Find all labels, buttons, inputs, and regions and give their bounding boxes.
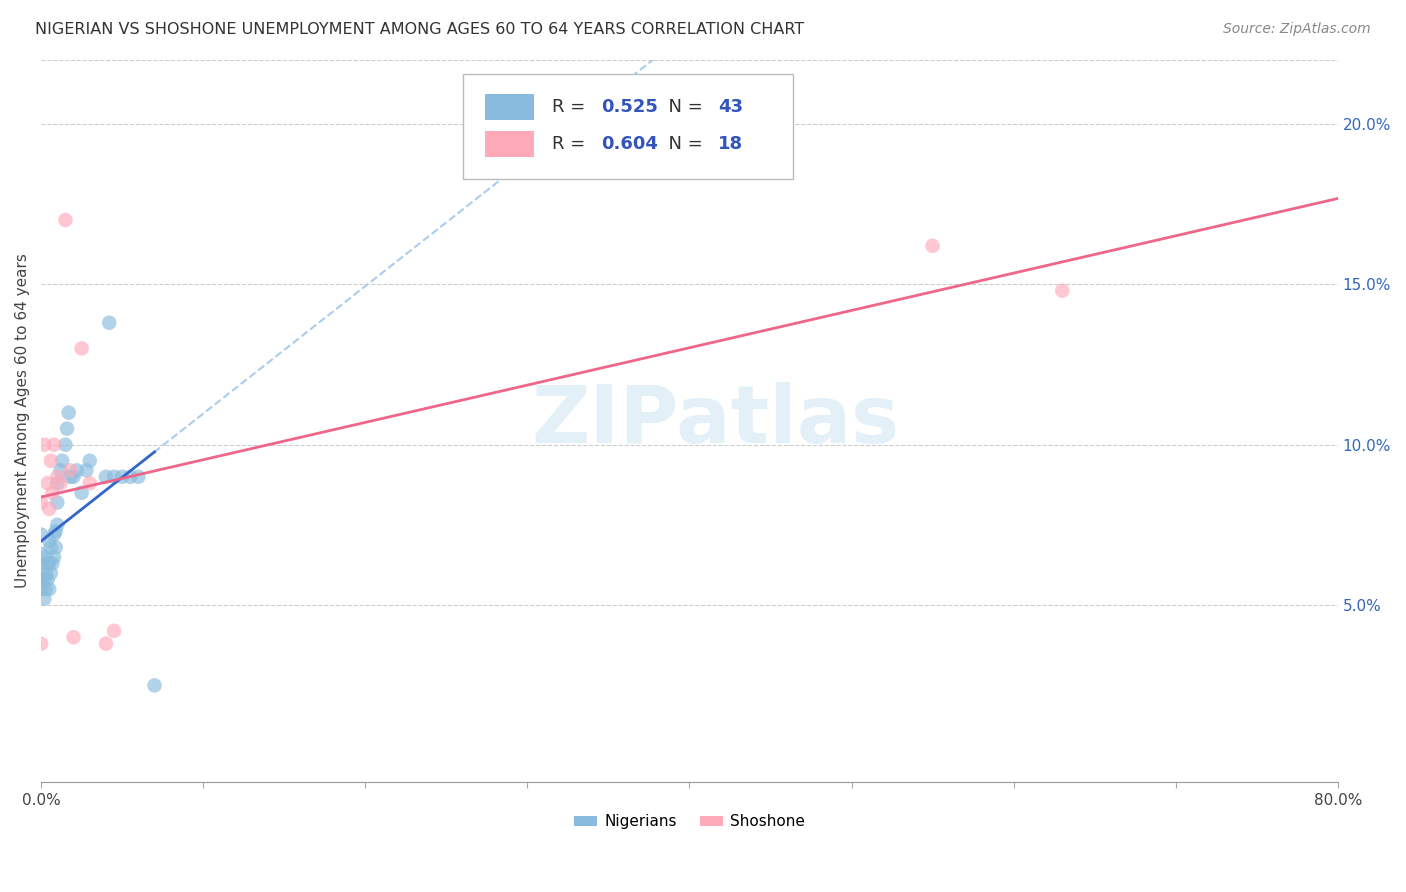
Text: ZIPatlas: ZIPatlas xyxy=(531,382,900,459)
Text: NIGERIAN VS SHOSHONE UNEMPLOYMENT AMONG AGES 60 TO 64 YEARS CORRELATION CHART: NIGERIAN VS SHOSHONE UNEMPLOYMENT AMONG … xyxy=(35,22,804,37)
Point xyxy=(41,486,63,500)
Point xyxy=(921,238,943,252)
Legend: Nigerians, Shoshone: Nigerians, Shoshone xyxy=(568,808,811,836)
Text: R =: R = xyxy=(553,97,591,116)
Point xyxy=(30,637,52,651)
Point xyxy=(127,470,149,484)
Point xyxy=(103,470,125,484)
FancyBboxPatch shape xyxy=(485,94,534,120)
Point xyxy=(55,213,77,227)
Point xyxy=(30,547,52,561)
Text: N =: N = xyxy=(657,97,709,116)
Text: R =: R = xyxy=(553,135,591,153)
Point xyxy=(38,501,60,516)
Point xyxy=(59,463,82,477)
Point xyxy=(66,463,89,477)
Point xyxy=(37,476,59,491)
Point xyxy=(30,573,52,587)
Point xyxy=(1050,284,1073,298)
Point xyxy=(45,541,67,555)
Point xyxy=(111,470,134,484)
Point xyxy=(42,438,65,452)
FancyBboxPatch shape xyxy=(485,131,534,157)
Point xyxy=(37,573,59,587)
Y-axis label: Unemployment Among Ages 60 to 64 years: Unemployment Among Ages 60 to 64 years xyxy=(15,253,30,588)
Point xyxy=(39,454,62,468)
Point xyxy=(51,454,73,468)
Point xyxy=(46,476,69,491)
Point xyxy=(70,486,93,500)
Point xyxy=(30,582,52,596)
Point xyxy=(45,524,67,539)
Point xyxy=(35,582,58,596)
Point xyxy=(46,470,69,484)
Point xyxy=(38,582,60,596)
Text: 43: 43 xyxy=(718,97,742,116)
Point xyxy=(49,476,72,491)
Point xyxy=(76,463,98,477)
Point xyxy=(70,342,93,356)
Point xyxy=(58,406,80,420)
Point xyxy=(46,495,69,509)
Point xyxy=(38,557,60,571)
Point xyxy=(98,316,121,330)
Point xyxy=(37,557,59,571)
Point xyxy=(30,495,52,509)
Point xyxy=(59,470,82,484)
Point xyxy=(94,470,117,484)
Point xyxy=(30,527,52,541)
Point xyxy=(55,438,77,452)
Text: 0.525: 0.525 xyxy=(602,97,658,116)
Point xyxy=(42,527,65,541)
Point xyxy=(39,541,62,555)
Point xyxy=(46,517,69,532)
Text: Source: ZipAtlas.com: Source: ZipAtlas.com xyxy=(1223,22,1371,37)
Point xyxy=(56,422,79,436)
FancyBboxPatch shape xyxy=(463,74,793,178)
Text: 18: 18 xyxy=(718,135,744,153)
Point xyxy=(38,533,60,548)
Point xyxy=(143,678,166,692)
Point xyxy=(39,566,62,580)
Point xyxy=(34,591,56,606)
Point xyxy=(30,559,52,574)
Point xyxy=(42,549,65,564)
Point xyxy=(79,476,101,491)
Point xyxy=(35,566,58,580)
Point xyxy=(34,438,56,452)
Point xyxy=(49,463,72,477)
Text: 0.604: 0.604 xyxy=(602,135,658,153)
Point xyxy=(62,630,84,644)
Point xyxy=(35,549,58,564)
Point xyxy=(62,470,84,484)
Point xyxy=(103,624,125,638)
Point xyxy=(79,454,101,468)
Point xyxy=(41,557,63,571)
Point xyxy=(94,637,117,651)
Text: N =: N = xyxy=(657,135,709,153)
Point xyxy=(120,470,142,484)
Point xyxy=(34,573,56,587)
